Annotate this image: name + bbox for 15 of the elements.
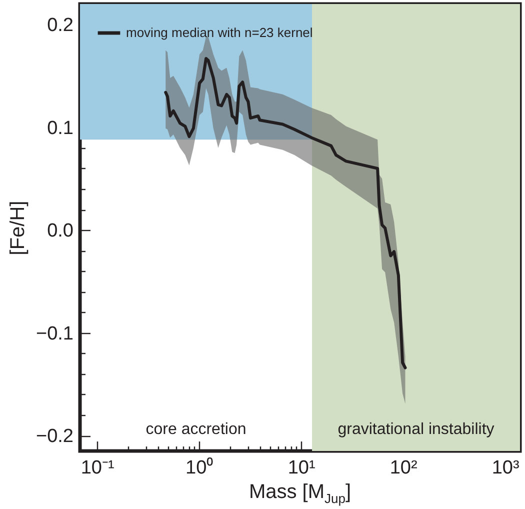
x-tick-label: 10² [390,458,418,478]
x-tick-label: 10¹ [288,458,316,478]
y-tick-label: 0.2 [47,15,74,36]
annotation: core accretion [146,421,246,438]
x-axis-title: Mass [M$_{Jup}$] [248,481,352,506]
x-tick-label: 10⁻¹ [80,458,114,478]
y-tick-label: 0.0 [47,220,74,242]
y-tick-label: −0.2 [36,426,74,448]
y-tick-label: 0.1 [47,118,74,139]
annotation: gravitational instability [338,421,494,438]
y-axis-title: [Fe/H] [6,200,29,256]
y-tick-label: −0.1 [36,323,74,344]
x-tick-label: 10³ [492,458,520,478]
legend-label: moving median with n=23 kernel [126,25,313,40]
x-tick-label: 10⁰ [186,456,214,478]
